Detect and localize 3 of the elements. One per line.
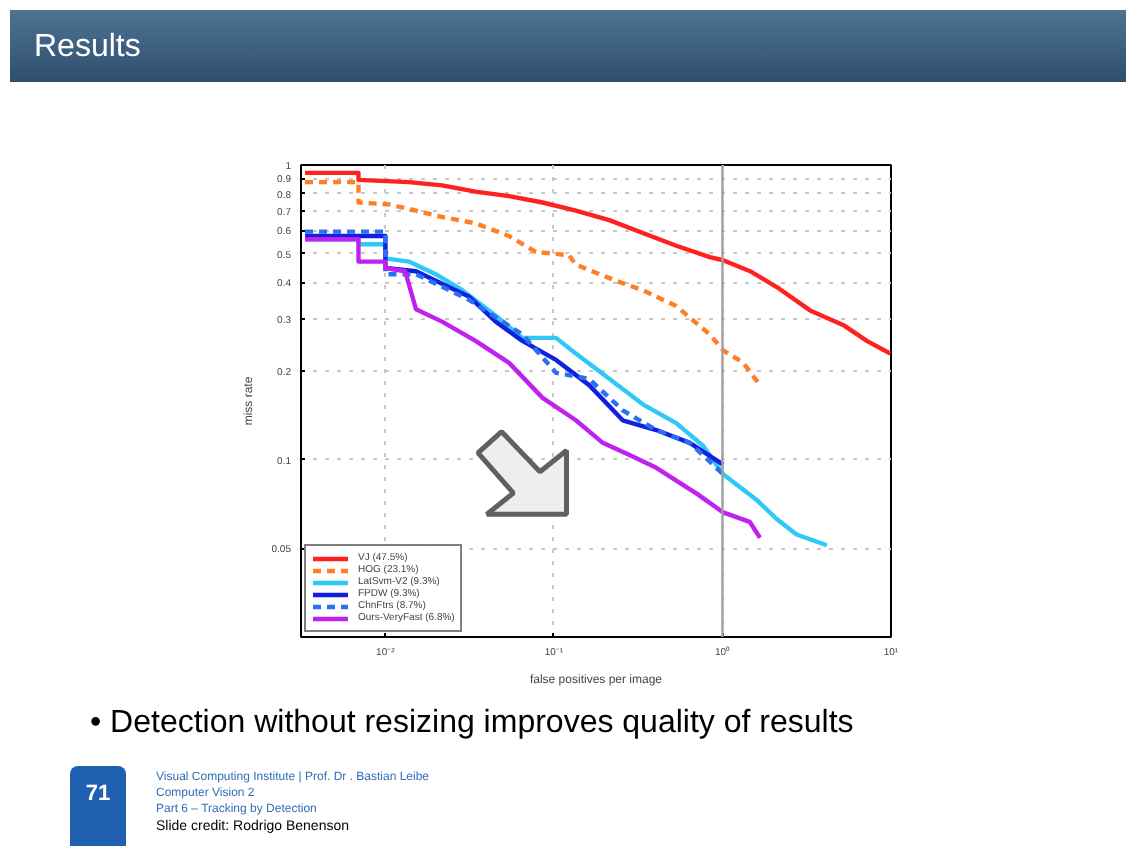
text: • Detection without resizing improves quality of results xyxy=(90,704,854,744)
text: 71 xyxy=(70,766,126,846)
chart-title: Results xyxy=(34,28,141,68)
